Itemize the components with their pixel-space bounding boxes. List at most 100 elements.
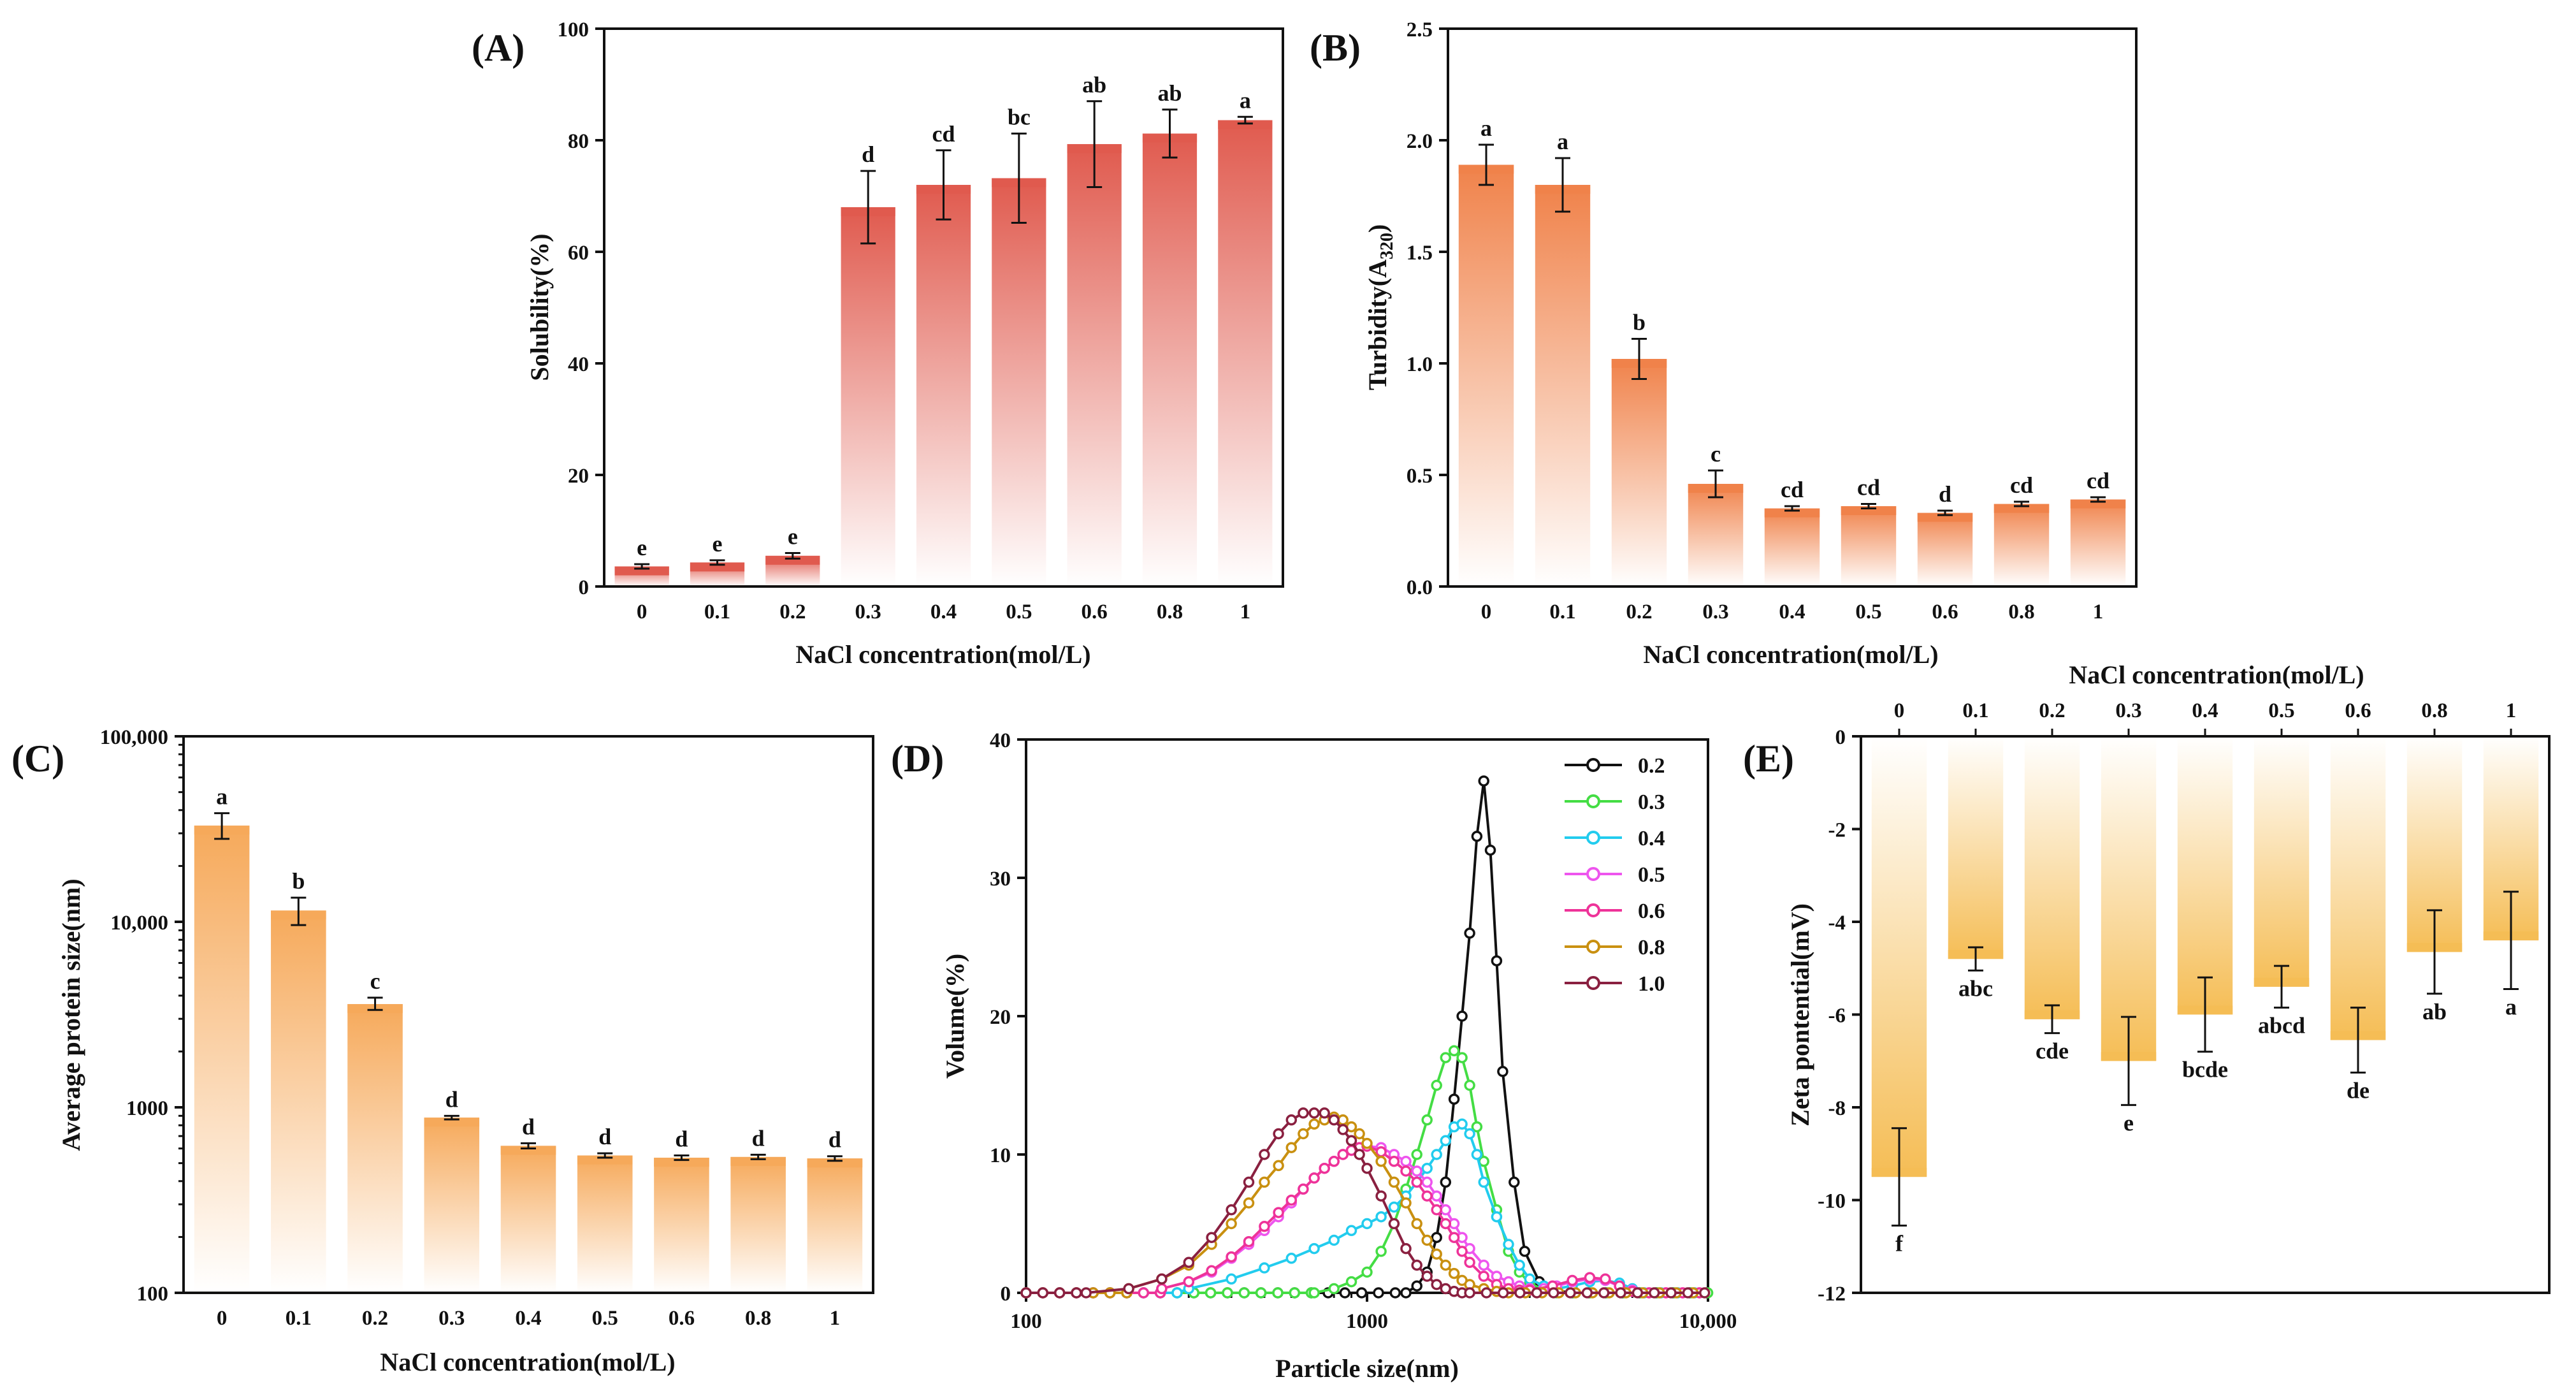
data-point bbox=[1183, 1276, 1195, 1288]
data-point bbox=[1354, 1149, 1365, 1160]
panel-e-x-axis-title: NaCl concentration(mol/L) bbox=[2069, 660, 2364, 689]
data-point bbox=[1243, 1176, 1255, 1188]
bar bbox=[2330, 736, 2386, 1040]
panel-d-axes: 0 10 20 30 40 100 1000 10,000 bbox=[990, 729, 1737, 1333]
bar-cap bbox=[765, 555, 820, 565]
x-tick-label: 0.3 bbox=[2115, 699, 2141, 722]
data-point bbox=[1356, 1287, 1368, 1299]
bar bbox=[1458, 164, 1514, 586]
bar bbox=[1994, 504, 2050, 586]
data-point bbox=[1411, 1218, 1422, 1230]
x-tick-label: 0.5 bbox=[2268, 699, 2294, 722]
data-point bbox=[1456, 1052, 1468, 1063]
data-point bbox=[1361, 1162, 1373, 1174]
significance-letter: d bbox=[752, 1125, 765, 1151]
y-tick-label: 0.0 bbox=[1407, 576, 1433, 599]
data-point bbox=[1319, 1107, 1330, 1119]
panel-b-y-title-main: Turbidity(A bbox=[1363, 259, 1392, 390]
data-point bbox=[1308, 1118, 1320, 1130]
data-point bbox=[1328, 1234, 1340, 1246]
panel-c-bars: a 0 b 0.1 c 0.2 d 0.3 d 0.4 d 0.5 d 0.6 d 0.8 d 1 bbox=[194, 784, 863, 1330]
legend-marker bbox=[1586, 867, 1600, 881]
data-point bbox=[1421, 1162, 1433, 1174]
bar bbox=[194, 826, 250, 1293]
data-point bbox=[1308, 1287, 1320, 1299]
significance-letter: d bbox=[598, 1124, 611, 1149]
significance-letter: ab bbox=[2422, 999, 2447, 1024]
data-point bbox=[1440, 1204, 1452, 1216]
x-tick-label: 0.4 bbox=[515, 1307, 541, 1330]
data-point bbox=[1431, 1279, 1442, 1290]
panel-b-y-title-sub: 320 bbox=[1377, 233, 1397, 259]
legend-marker bbox=[1586, 903, 1600, 917]
data-point bbox=[1478, 1271, 1489, 1282]
data-point bbox=[1480, 1287, 1493, 1299]
y-tick-label: 2.5 bbox=[1407, 18, 1433, 41]
bar bbox=[1535, 185, 1591, 586]
data-point bbox=[1471, 831, 1483, 842]
y-tick-label: 0 bbox=[1001, 1283, 1011, 1306]
data-point bbox=[1514, 1259, 1525, 1271]
data-point bbox=[1298, 1107, 1309, 1119]
panel-d-x-axis-title: Particle size(nm) bbox=[1275, 1354, 1459, 1383]
significance-letter: bcde bbox=[2182, 1057, 2228, 1082]
bar bbox=[271, 910, 326, 1293]
data-point bbox=[1421, 1114, 1433, 1126]
data-point bbox=[1440, 1052, 1452, 1063]
y-tick-label: 1.0 bbox=[1407, 353, 1433, 376]
x-tick-label: 0.3 bbox=[855, 601, 881, 623]
data-point bbox=[1431, 1204, 1442, 1216]
x-tick-label: 0 bbox=[1894, 699, 1905, 722]
series-1.0 bbox=[1020, 1107, 1711, 1299]
data-point bbox=[1255, 1287, 1267, 1299]
x-tick-label: 0.4 bbox=[1779, 601, 1805, 623]
data-point bbox=[1388, 1176, 1400, 1188]
bar bbox=[1067, 144, 1122, 586]
x-tick-label: 0.1 bbox=[1962, 699, 1988, 722]
data-point bbox=[1514, 1287, 1526, 1299]
x-tick-label: 0.3 bbox=[438, 1307, 465, 1330]
bar bbox=[1218, 120, 1273, 586]
significance-letter: c bbox=[370, 968, 380, 994]
x-tick-label: 100 bbox=[1010, 1310, 1042, 1333]
x-tick-label: 1 bbox=[2093, 601, 2104, 623]
y-tick-label: 20 bbox=[568, 465, 589, 488]
data-point bbox=[1243, 1197, 1255, 1209]
bar bbox=[841, 207, 895, 586]
bar bbox=[577, 1155, 633, 1293]
data-point bbox=[1285, 1253, 1298, 1264]
data-point bbox=[1273, 1207, 1284, 1218]
data-point bbox=[1375, 1156, 1387, 1167]
significance-letter: ab bbox=[1157, 80, 1182, 106]
x-tick-label: 0.8 bbox=[745, 1307, 771, 1330]
x-tick-label: 0.4 bbox=[2192, 699, 2218, 722]
data-point bbox=[1497, 1287, 1509, 1299]
y-tick-label: 0 bbox=[1835, 726, 1846, 749]
bar-cap bbox=[2070, 499, 2126, 509]
panel-b-label: (B) bbox=[1310, 27, 1361, 69]
data-point bbox=[1411, 1176, 1422, 1188]
data-point bbox=[1226, 1204, 1237, 1216]
bar-cap bbox=[1764, 508, 1820, 518]
bar-cap bbox=[1994, 504, 2050, 513]
data-point bbox=[1464, 1079, 1475, 1091]
bar-cap bbox=[614, 566, 669, 576]
data-point bbox=[1272, 1287, 1284, 1299]
x-tick-label: 0.6 bbox=[2345, 699, 2371, 722]
bar-cap bbox=[730, 1156, 786, 1166]
significance-letter: d bbox=[862, 142, 874, 167]
significance-letter: a bbox=[2505, 994, 2517, 1019]
significance-letter: cd bbox=[1857, 475, 1880, 500]
panel-b: (B) 0.0 0.5 1.0 1.5 2.0 2.5 a 0 a 0.1 b 0.2 c 0.3 cd 0… bbox=[1310, 18, 2138, 669]
panel-b-bars: a 0 a 0.1 b 0.2 c 0.3 cd 0.4 cd 0.5 d 0.6 cd 0.8 cd 1 bbox=[1458, 115, 2126, 623]
panel-d-label: (D) bbox=[891, 738, 944, 780]
data-point bbox=[1615, 1287, 1626, 1299]
data-point bbox=[1308, 1107, 1320, 1119]
bar bbox=[1871, 736, 1927, 1177]
panel-b-y-axis: 0.0 0.5 1.0 1.5 2.0 2.5 bbox=[1407, 18, 1448, 599]
y-tick-label: 2.0 bbox=[1407, 130, 1433, 153]
data-point bbox=[1478, 1259, 1489, 1271]
data-point bbox=[1698, 1287, 1711, 1299]
significance-letter: ab bbox=[1082, 72, 1106, 98]
